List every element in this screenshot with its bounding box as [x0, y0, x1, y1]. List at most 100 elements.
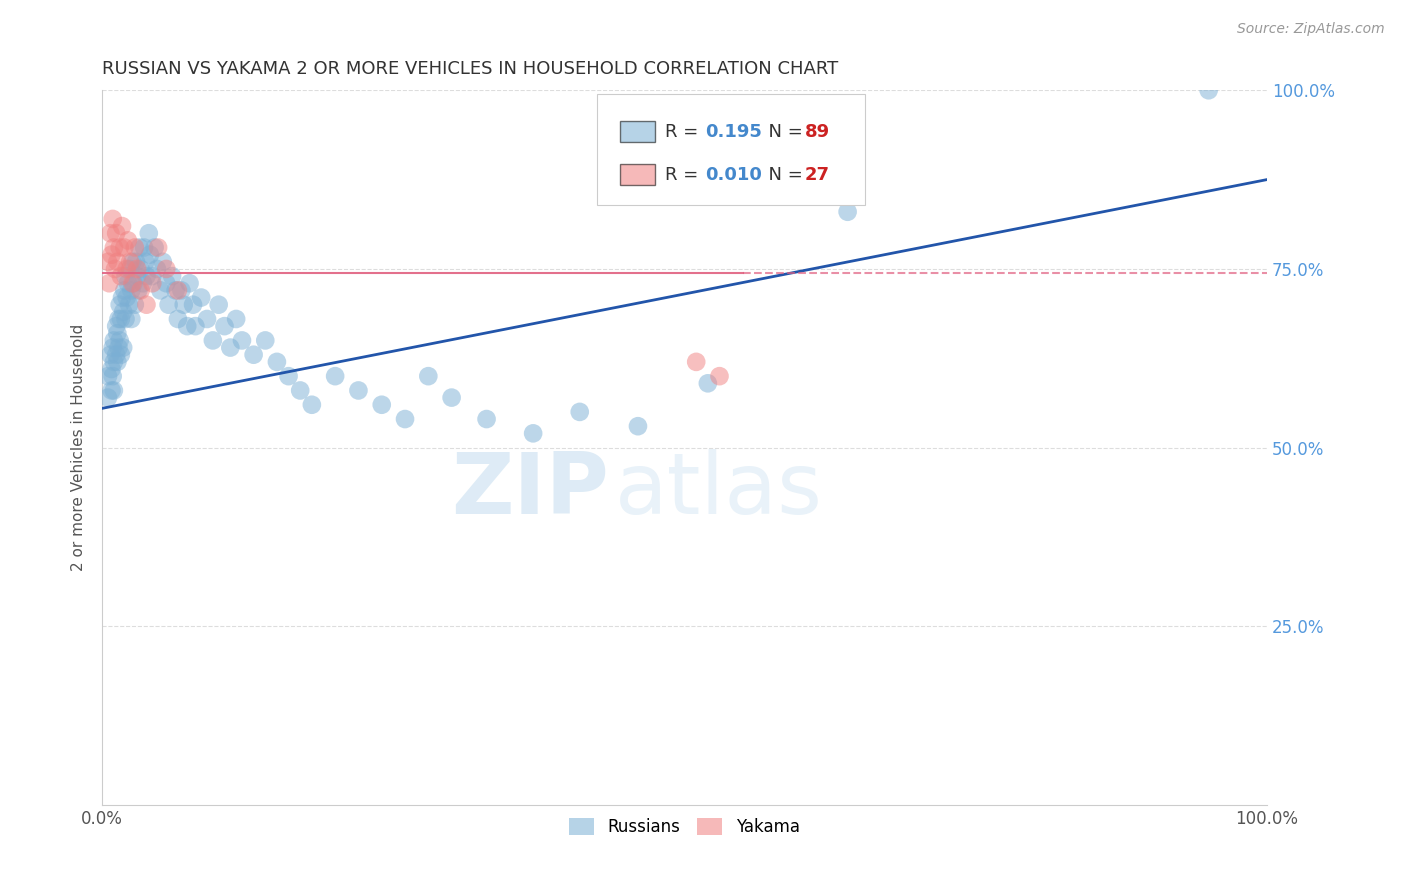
Point — [112, 305, 135, 319]
Point — [155, 277, 177, 291]
Point — [155, 262, 177, 277]
Point — [98, 277, 121, 291]
Point — [103, 334, 125, 348]
Point — [135, 269, 157, 284]
Point — [120, 262, 142, 277]
Point — [170, 284, 193, 298]
Point — [685, 355, 707, 369]
Point — [114, 312, 136, 326]
Point — [118, 298, 141, 312]
Point — [157, 298, 180, 312]
Point — [108, 240, 131, 254]
Text: N =: N = — [756, 123, 808, 141]
Point — [173, 298, 195, 312]
Point — [97, 255, 120, 269]
Point — [201, 334, 224, 348]
Text: R =: R = — [665, 166, 704, 184]
Point — [129, 262, 152, 277]
Point — [1198, 83, 1220, 97]
Point — [190, 291, 212, 305]
Point — [104, 262, 127, 277]
Legend: Russians, Yakama: Russians, Yakama — [562, 812, 806, 843]
Point — [127, 262, 149, 277]
Point — [139, 247, 162, 261]
Point — [120, 284, 142, 298]
Point — [134, 240, 156, 254]
Point — [97, 369, 120, 384]
Y-axis label: 2 or more Vehicles in Household: 2 or more Vehicles in Household — [72, 324, 86, 571]
Point — [440, 391, 463, 405]
Text: atlas: atlas — [614, 449, 823, 532]
Text: 0.195: 0.195 — [706, 123, 762, 141]
Point — [128, 240, 150, 254]
Point — [122, 277, 145, 291]
Point — [115, 291, 138, 305]
Point — [112, 240, 135, 254]
Point — [103, 355, 125, 369]
FancyBboxPatch shape — [620, 121, 655, 143]
Point — [146, 262, 169, 277]
Text: N =: N = — [756, 166, 808, 184]
Point — [103, 384, 125, 398]
Point — [167, 312, 190, 326]
Point — [627, 419, 650, 434]
Point — [108, 334, 131, 348]
Point — [101, 341, 124, 355]
Point — [184, 319, 207, 334]
Point — [132, 277, 155, 291]
Point — [105, 348, 128, 362]
Point — [152, 255, 174, 269]
Point — [115, 262, 138, 277]
Point — [219, 341, 242, 355]
Point — [110, 348, 132, 362]
Point — [231, 334, 253, 348]
Point — [143, 240, 166, 254]
Text: 89: 89 — [804, 123, 830, 141]
Point — [121, 255, 143, 269]
Point — [266, 355, 288, 369]
Point — [301, 398, 323, 412]
Point — [105, 355, 128, 369]
Point — [117, 277, 139, 291]
Point — [141, 277, 163, 291]
Point — [165, 284, 187, 298]
Point — [475, 412, 498, 426]
Point — [120, 255, 142, 269]
Point — [107, 341, 129, 355]
Point — [127, 284, 149, 298]
Point — [127, 269, 149, 284]
Point — [195, 312, 218, 326]
Text: ZIP: ZIP — [451, 449, 609, 532]
Point — [125, 255, 148, 269]
Point — [108, 298, 131, 312]
Point — [214, 319, 236, 334]
Point — [225, 312, 247, 326]
Point — [138, 226, 160, 240]
Point — [111, 291, 134, 305]
Point — [709, 369, 731, 384]
Point — [114, 269, 136, 284]
Point — [522, 426, 544, 441]
Point — [568, 405, 591, 419]
Point — [105, 326, 128, 341]
Point — [242, 348, 264, 362]
Text: Source: ZipAtlas.com: Source: ZipAtlas.com — [1237, 22, 1385, 37]
Point — [371, 398, 394, 412]
Point — [124, 240, 146, 254]
Point — [146, 240, 169, 254]
Point — [837, 204, 859, 219]
Text: 0.010: 0.010 — [706, 166, 762, 184]
Point — [110, 269, 132, 284]
Point — [129, 284, 152, 298]
Point — [696, 376, 718, 391]
Point — [100, 247, 122, 261]
Point — [176, 319, 198, 334]
FancyBboxPatch shape — [620, 164, 655, 186]
Point — [101, 369, 124, 384]
Text: 27: 27 — [804, 166, 830, 184]
Point — [98, 226, 121, 240]
Point — [149, 284, 172, 298]
Point — [254, 334, 277, 348]
Point — [124, 298, 146, 312]
Point — [160, 269, 183, 284]
